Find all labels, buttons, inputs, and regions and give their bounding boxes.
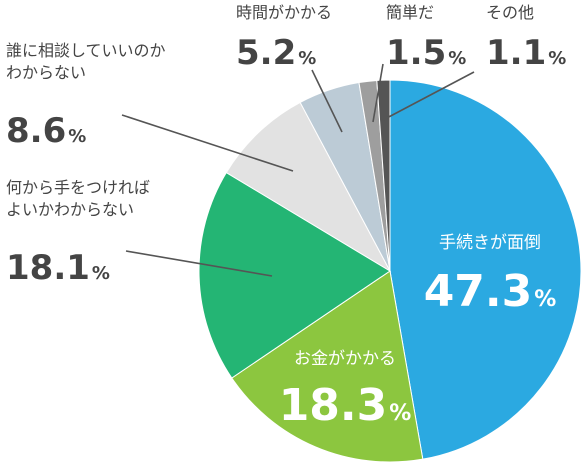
pie-slices: [198, 79, 581, 463]
slice-label-value-2: 18.3%: [279, 380, 412, 431]
slice-label-value-6: 1.5%: [386, 33, 466, 73]
slice-label-name-1: 手続きが面倒: [439, 233, 541, 253]
slice-label-value-5: 5.2%: [236, 33, 316, 73]
leader-line-5: [311, 69, 343, 133]
slice-label-value-7: 1.1%: [486, 33, 566, 73]
slice-label-name-3: 何から手をつければ: [6, 178, 150, 197]
leader-line-7: [382, 71, 475, 121]
leader-line-6: [372, 63, 384, 123]
pie-slice-7: [376, 79, 391, 272]
slice-label-name-7: その他: [486, 3, 534, 22]
slice-label-name-6: 簡単だ: [386, 3, 434, 22]
pie-slice-4: [225, 101, 392, 273]
leader-line-4: [121, 114, 294, 172]
pie-slice-1: [389, 79, 581, 460]
slice-label-name-4: わからない: [6, 63, 86, 82]
leader-lines: [121, 63, 475, 277]
slice-label-value-3: 18.1%: [6, 248, 110, 288]
slice-label-name-2: お金がかかる: [294, 349, 396, 369]
pie-slice-3: [198, 171, 391, 379]
slice-label-name-5: 時間がかかる: [236, 3, 332, 22]
slice-label-value-1: 47.3%: [424, 266, 557, 317]
pie-slice-2: [231, 270, 424, 463]
leader-line-3: [125, 250, 273, 277]
slice-label-name-3: よいかわからない: [6, 200, 134, 219]
slice-label-value-4: 8.6%: [6, 111, 86, 151]
slice-label-name-4: 誰に相談していいのか: [6, 41, 166, 60]
